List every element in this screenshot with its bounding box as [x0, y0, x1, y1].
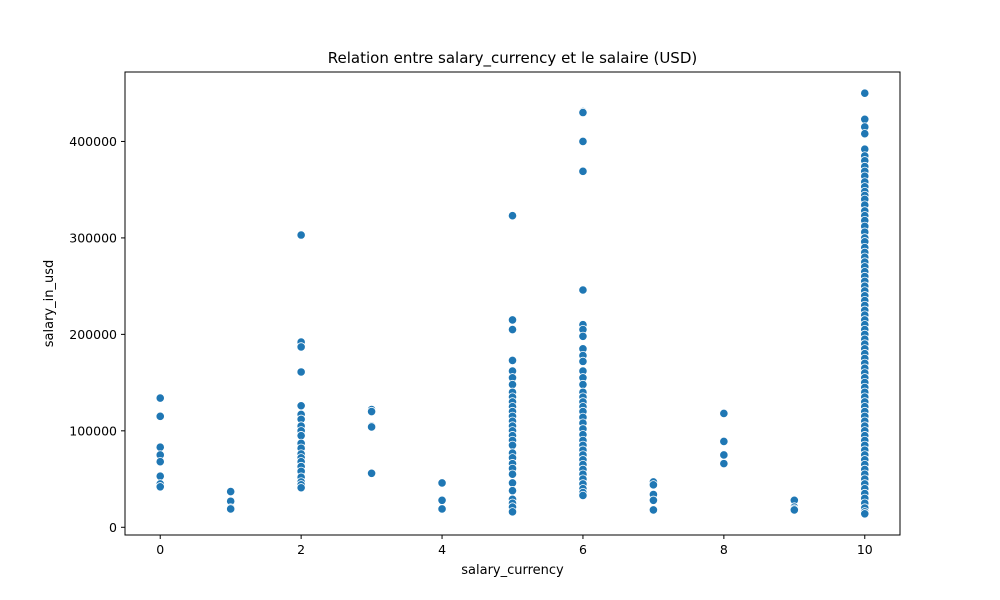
y-tick-label-400000: 400000 [69, 134, 117, 149]
data-point-x0-0 [155, 393, 165, 403]
x-tick-label-4: 4 [438, 542, 446, 557]
points-layer [155, 88, 870, 519]
x-tick-label-0: 0 [156, 542, 164, 557]
data-point-x0-7 [155, 482, 165, 492]
data-point-x4-1 [437, 495, 447, 505]
data-point-x5-0 [507, 211, 518, 221]
data-point-x3-4 [366, 468, 377, 478]
data-point-x7-3 [648, 495, 659, 505]
data-point-x6-13 [578, 379, 588, 390]
data-point-x0-1 [155, 411, 165, 421]
data-point-x2-3 [296, 367, 306, 377]
data-point-x8-3 [719, 459, 729, 469]
x-tick-label-2: 2 [297, 542, 305, 557]
data-point-x10-79 [860, 509, 870, 519]
x-tick-label-8: 8 [720, 542, 728, 557]
data-point-x4-2 [437, 504, 447, 514]
data-point-x10-0 [860, 88, 870, 98]
x-tick-label-6: 6 [579, 542, 587, 557]
x-axis-label: salary_currency [461, 563, 564, 578]
x-tick-label-10: 10 [857, 542, 873, 557]
data-point-x5-1 [507, 315, 518, 325]
y-tick-label-100000: 100000 [69, 423, 117, 438]
data-point-x6-3 [578, 166, 588, 176]
data-point-x10-3 [860, 129, 870, 139]
data-point-x6-10 [578, 356, 588, 366]
data-point-x7-1 [648, 480, 659, 490]
data-point-x3-1 [366, 406, 377, 417]
data-point-x5-25 [507, 486, 518, 496]
y-axis-ticks: 0 100000 200000 300000 400000 [69, 134, 125, 535]
data-point-x8-2 [719, 450, 729, 460]
data-point-x7-4 [648, 505, 659, 515]
data-point-x2-4 [296, 401, 306, 411]
data-point-x9-3 [789, 505, 799, 515]
data-point-x2-2 [296, 342, 306, 352]
data-point-x5-29 [507, 507, 518, 517]
data-point-x6-4 [578, 285, 588, 295]
data-point-x5-24 [507, 478, 518, 488]
y-tick-label-0: 0 [109, 520, 117, 535]
data-point-x5-18 [507, 440, 518, 450]
x-axis-ticks: 0 2 4 6 8 10 [156, 535, 873, 557]
data-point-x2-20 [296, 483, 306, 493]
data-point-x4-0 [437, 478, 447, 488]
y-axis-label: salary_in_usd [42, 260, 57, 347]
data-point-x6-2 [578, 136, 588, 147]
data-point-x1-3 [226, 504, 236, 514]
data-point-x5-2 [507, 324, 518, 335]
data-point-x8-0 [719, 408, 729, 419]
y-tick-label-200000: 200000 [69, 327, 117, 342]
plot-frame [124, 71, 901, 536]
data-point-x8-1 [719, 436, 729, 447]
data-point-x6-35 [578, 490, 588, 501]
data-point-x10-1 [860, 114, 870, 124]
data-point-x0-2 [155, 442, 165, 452]
y-tick-label-300000: 300000 [69, 230, 117, 245]
chart-title: Relation entre salary_currency et le sal… [328, 49, 698, 68]
data-point-x5-3 [507, 355, 518, 366]
data-point-x3-3 [366, 422, 377, 432]
data-point-x5-6 [507, 379, 518, 390]
data-point-x6-7 [578, 331, 588, 341]
data-point-x2-9 [296, 431, 306, 441]
data-point-x5-23 [507, 469, 518, 479]
data-point-x2-0 [296, 230, 306, 240]
data-point-x1-0 [226, 486, 236, 497]
data-point-x0-5 [155, 471, 165, 481]
data-point-x0-4 [155, 457, 165, 467]
data-point-x6-1 [578, 107, 588, 118]
